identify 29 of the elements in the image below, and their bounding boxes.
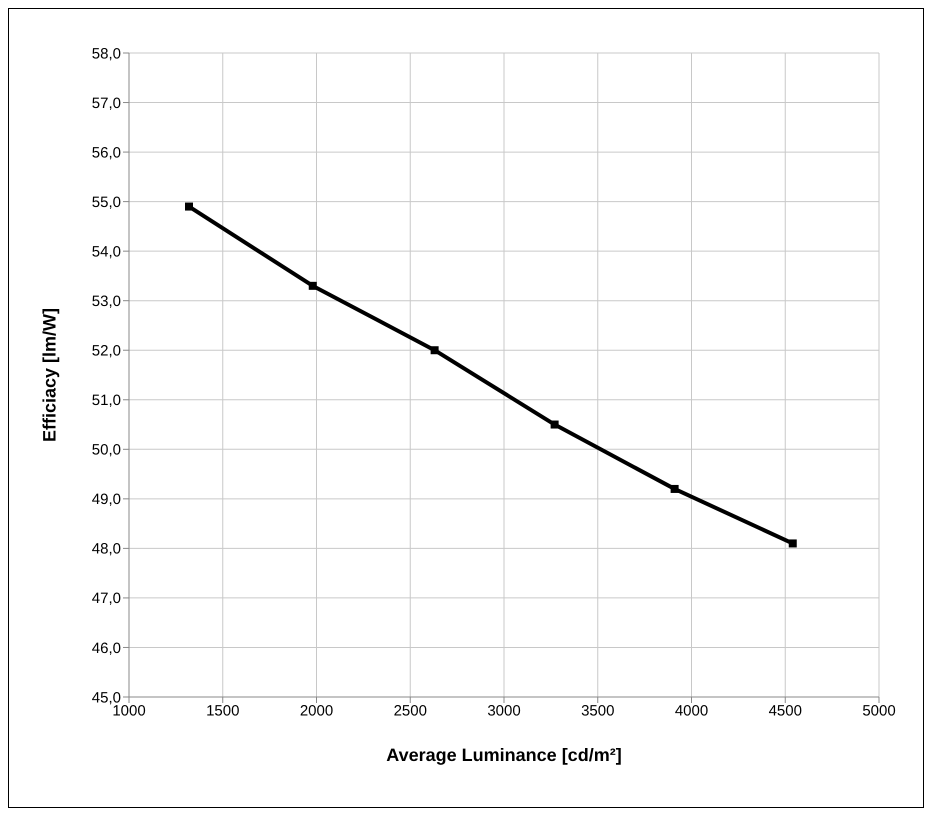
y-tick-label: 57,0 [92, 94, 121, 112]
x-tick-label: 1500 [206, 702, 240, 720]
point [670, 484, 679, 493]
y-tick-label: 52,0 [92, 342, 121, 360]
point [308, 282, 317, 290]
y-axis-title: Efficiacy [lm/W] [39, 308, 60, 442]
y-tick-label: 53,0 [92, 293, 121, 310]
y-tick-label: 56,0 [92, 144, 121, 162]
y-tick-label: 49,0 [92, 491, 121, 508]
y-tick-label: 47,0 [92, 590, 121, 608]
y-tick-label: 54,0 [92, 243, 121, 260]
x-tick-label: 2500 [394, 702, 427, 720]
point [185, 202, 193, 211]
y-tick-label: 58,0 [92, 45, 121, 62]
y-tick-label: 48,0 [92, 540, 121, 558]
x-tick-label: 3000 [487, 702, 521, 720]
y-tick-label: 51,0 [92, 392, 121, 410]
y-tick-label: 55,0 [92, 194, 121, 211]
x-axis-title: Average Luminance [cd/m²] [386, 745, 622, 765]
y-tick-label: 46,0 [92, 640, 121, 657]
x-tick-label: 2000 [300, 702, 334, 720]
y-tick-label: 50,0 [92, 442, 121, 459]
x-tick-label: 4000 [674, 702, 708, 720]
x-tick-label: 5000 [862, 702, 896, 720]
point [788, 539, 797, 548]
point [430, 346, 439, 354]
x-tick-label: 3500 [581, 702, 614, 720]
x-tick-label: 4500 [768, 702, 802, 720]
point [550, 420, 559, 429]
